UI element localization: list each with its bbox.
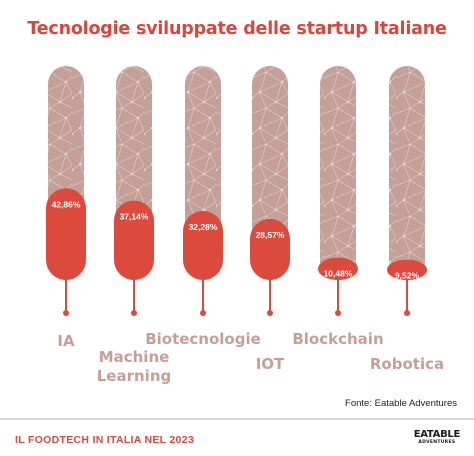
value-label-ia: 42,86% (52, 199, 81, 209)
pin-dot-robotica (404, 310, 410, 316)
pin-dot-machine-learning (131, 310, 137, 316)
category-label-iot: IOT (256, 355, 285, 373)
category-label-blockchain: Blockchain (292, 330, 383, 348)
track-pattern-blockchain (320, 66, 356, 280)
bar-biotecnologie (183, 210, 223, 280)
logo-sub-text: ADVENTURES (418, 440, 456, 445)
category-label-machine-learning-1: Machine (99, 348, 170, 366)
value-label-biotecnologie: 32,28% (189, 222, 218, 232)
pin-dot-iot (267, 310, 273, 316)
value-label-machine-learning: 37,14% (120, 212, 149, 222)
eatable-adventures-logo: EATABLE ADVENTURES (413, 429, 461, 446)
pin-dot-ia (63, 310, 69, 316)
pin-dot-biotecnologie (200, 310, 206, 316)
category-label-robotica: Robotica (370, 355, 444, 373)
value-label-iot: 28,57% (256, 230, 285, 240)
track-pattern-robotica (389, 66, 425, 280)
pin-dot-blockchain (335, 310, 341, 316)
bar-blockchain (318, 257, 358, 280)
bar-ia (46, 188, 86, 280)
source-note: Fonte: Eatable Adventures (345, 398, 457, 409)
footer-divider (0, 418, 474, 420)
footer-caption: IL FOODTECH IN ITALIA NEL 2023 (15, 434, 194, 446)
value-label-blockchain: 10,48% (324, 269, 353, 279)
logo-main-text: EATABLE (413, 429, 461, 440)
category-label-ia: IA (57, 332, 75, 350)
bar-chart: 42,86% 37,14% 32,28% 28,57% 10,48% 9,52% IA Ma… (46, 66, 444, 385)
category-label-machine-learning-2: Learning (97, 367, 172, 385)
bar-robotica (387, 259, 427, 280)
category-label-biotecnologie: Biotecnologie (145, 330, 261, 348)
bar-machine-learning (114, 200, 154, 280)
chart-title: Tecnologie sviluppate delle startup Ital… (27, 19, 447, 39)
bar-iot (250, 218, 290, 280)
value-label-robotica: 9,52% (395, 271, 420, 281)
